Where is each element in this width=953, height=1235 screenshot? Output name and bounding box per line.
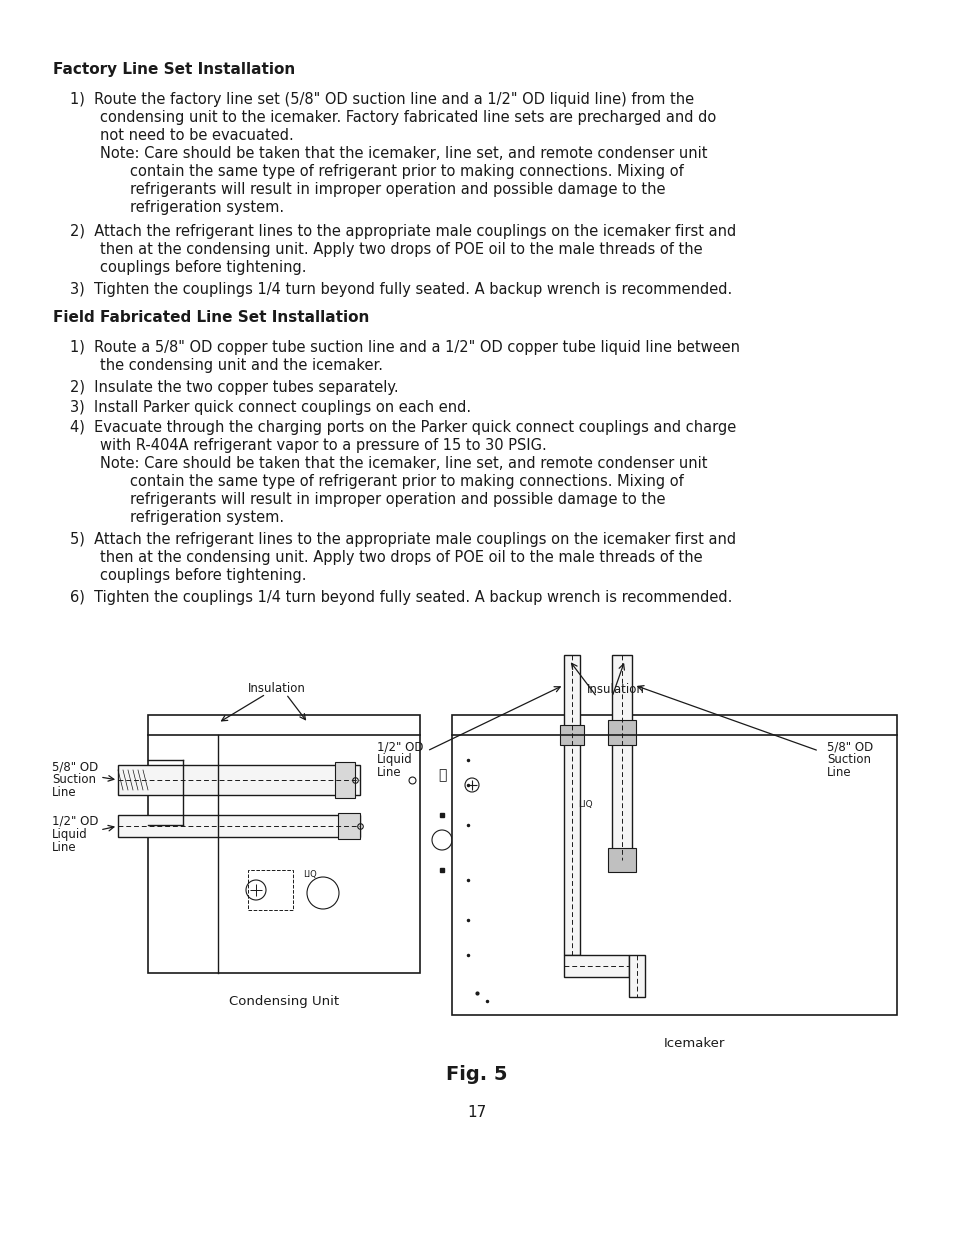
Text: 1)  Route a 5/8" OD copper tube suction line and a 1/2" OD copper tube liquid li: 1) Route a 5/8" OD copper tube suction l… xyxy=(70,340,740,354)
Bar xyxy=(628,955,644,997)
Text: 3)  Tighten the couplings 1/4 turn beyond fully seated. A backup wrench is recom: 3) Tighten the couplings 1/4 turn beyond… xyxy=(70,282,732,296)
Text: with R-404A refrigerant vapor to a pressure of 15 to 30 PSIG.: with R-404A refrigerant vapor to a press… xyxy=(100,438,546,453)
Text: then at the condensing unit. Apply two drops of POE oil to the male threads of t: then at the condensing unit. Apply two d… xyxy=(100,550,702,564)
Text: refrigerants will result in improper operation and possible damage to the: refrigerants will result in improper ope… xyxy=(130,492,665,508)
Text: refrigeration system.: refrigeration system. xyxy=(130,510,284,525)
Text: Line: Line xyxy=(52,785,76,799)
Text: Suction: Suction xyxy=(52,773,96,785)
Text: Liquid: Liquid xyxy=(52,827,88,841)
Text: condensing unit to the icemaker. Factory fabricated line sets are precharged and: condensing unit to the icemaker. Factory… xyxy=(100,110,716,125)
Text: Condensing Unit: Condensing Unit xyxy=(229,995,338,1008)
Bar xyxy=(559,725,583,745)
Text: 5/8" OD: 5/8" OD xyxy=(826,740,872,753)
Text: Ⓘ: Ⓘ xyxy=(437,768,446,782)
Bar xyxy=(607,720,636,745)
Text: 1/2" OD: 1/2" OD xyxy=(52,815,98,827)
Text: 6)  Tighten the couplings 1/4 turn beyond fully seated. A backup wrench is recom: 6) Tighten the couplings 1/4 turn beyond… xyxy=(70,590,732,605)
Text: 5/8" OD: 5/8" OD xyxy=(52,760,98,773)
Bar xyxy=(607,848,636,872)
Text: Line: Line xyxy=(52,841,76,853)
Text: 1)  Route the factory line set (5/8" OD suction line and a 1/2" OD liquid line) : 1) Route the factory line set (5/8" OD s… xyxy=(70,91,694,107)
Text: contain the same type of refrigerant prior to making connections. Mixing of: contain the same type of refrigerant pri… xyxy=(130,474,683,489)
Bar xyxy=(337,813,359,839)
Bar xyxy=(148,715,419,973)
Text: Line: Line xyxy=(376,766,401,779)
Bar xyxy=(248,869,293,910)
Text: Icemaker: Icemaker xyxy=(662,1037,724,1050)
Text: Note: Care should be taken that the icemaker, line set, and remote condenser uni: Note: Care should be taken that the icem… xyxy=(100,456,707,471)
Text: Insulation: Insulation xyxy=(586,683,644,697)
Text: 4)  Evacuate through the charging ports on the Parker quick connect couplings an: 4) Evacuate through the charging ports o… xyxy=(70,420,736,435)
Text: Factory Line Set Installation: Factory Line Set Installation xyxy=(53,62,294,77)
Text: then at the condensing unit. Apply two drops of POE oil to the male threads of t: then at the condensing unit. Apply two d… xyxy=(100,242,702,257)
Text: Liquid: Liquid xyxy=(376,753,413,766)
Text: Line: Line xyxy=(826,766,851,779)
Text: Field Fabricated Line Set Installation: Field Fabricated Line Set Installation xyxy=(53,310,369,325)
Text: Suction: Suction xyxy=(826,753,870,766)
Bar xyxy=(563,655,579,955)
Bar xyxy=(612,655,631,860)
Text: 2)  Attach the refrigerant lines to the appropriate male couplings on the icemak: 2) Attach the refrigerant lines to the a… xyxy=(70,224,736,240)
Text: 3)  Install Parker quick connect couplings on each end.: 3) Install Parker quick connect coupling… xyxy=(70,400,471,415)
Bar xyxy=(563,955,628,977)
Text: 17: 17 xyxy=(467,1105,486,1120)
Bar xyxy=(452,715,896,1015)
Text: 5)  Attach the refrigerant lines to the appropriate male couplings on the icemak: 5) Attach the refrigerant lines to the a… xyxy=(70,532,736,547)
Text: LIQ: LIQ xyxy=(303,869,316,879)
Text: Insulation: Insulation xyxy=(248,682,306,695)
Text: not need to be evacuated.: not need to be evacuated. xyxy=(100,128,294,143)
Text: LIQ: LIQ xyxy=(578,800,592,809)
Text: 1/2" OD: 1/2" OD xyxy=(376,740,423,753)
Text: 2)  Insulate the two copper tubes separately.: 2) Insulate the two copper tubes separat… xyxy=(70,380,398,395)
Text: the condensing unit and the icemaker.: the condensing unit and the icemaker. xyxy=(100,358,382,373)
Bar xyxy=(335,762,355,798)
Text: refrigerants will result in improper operation and possible damage to the: refrigerants will result in improper ope… xyxy=(130,182,665,198)
Text: couplings before tightening.: couplings before tightening. xyxy=(100,261,306,275)
Text: Fig. 5: Fig. 5 xyxy=(446,1065,507,1084)
Text: contain the same type of refrigerant prior to making connections. Mixing of: contain the same type of refrigerant pri… xyxy=(130,164,683,179)
Text: Note: Care should be taken that the icemaker, line set, and remote condenser uni: Note: Care should be taken that the icem… xyxy=(100,146,707,161)
Text: refrigeration system.: refrigeration system. xyxy=(130,200,284,215)
Text: couplings before tightening.: couplings before tightening. xyxy=(100,568,306,583)
Bar xyxy=(118,764,359,795)
Bar xyxy=(118,815,359,837)
